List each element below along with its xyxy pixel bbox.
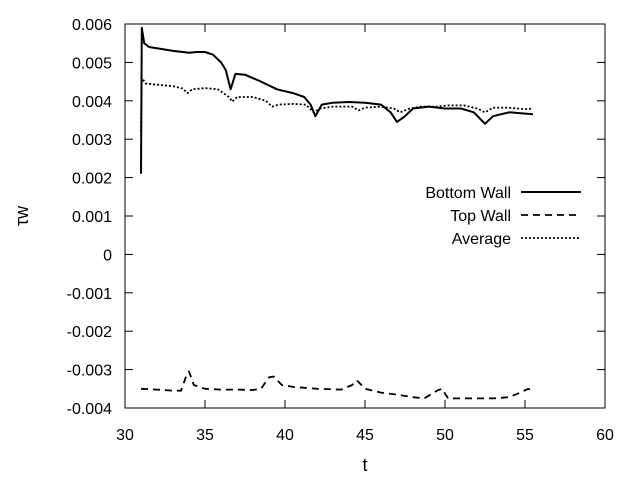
y-tick-label: 0.003 xyxy=(72,132,112,149)
y-tick-label: -0.003 xyxy=(67,363,112,380)
x-axis-title: t xyxy=(362,455,367,475)
x-tick-label: 50 xyxy=(436,427,454,444)
tick-labels: 30 35 40 45 50 55 60 -0.004 -0.003 -0.002 -0.001 0 0… xyxy=(67,17,614,444)
y-tick-label: 0.004 xyxy=(72,94,112,111)
y-tick-label: 0.002 xyxy=(72,171,112,188)
y-tick-label: 0.006 xyxy=(72,17,112,34)
x-tick-label: 35 xyxy=(196,427,214,444)
y-tick-label: -0.004 xyxy=(67,401,112,418)
legend-label: Average xyxy=(452,231,511,248)
y-axis-title: τw xyxy=(12,205,32,226)
ticks xyxy=(124,23,606,409)
y-tick-label: 0.005 xyxy=(72,55,112,72)
series-line-0 xyxy=(140,26,534,174)
y-tick-label: 0 xyxy=(103,247,112,264)
y-tick-label: -0.002 xyxy=(67,324,112,341)
legend-label: Bottom Wall xyxy=(425,185,511,202)
x-tick-label: 45 xyxy=(356,427,374,444)
x-tick-label: 60 xyxy=(596,427,614,444)
x-tick-label: 30 xyxy=(116,427,134,444)
y-tick-label: 0.001 xyxy=(72,209,112,226)
x-tick-label: 40 xyxy=(276,427,294,444)
y-tick-label: -0.001 xyxy=(67,286,112,303)
plot-lines xyxy=(140,26,534,400)
series-line-1 xyxy=(140,370,534,400)
plot-frame xyxy=(124,23,606,409)
legend: Bottom Wall Top Wall Average xyxy=(425,185,581,248)
x-tick-label: 55 xyxy=(516,427,534,444)
legend-label: Top Wall xyxy=(450,208,511,225)
series-line-2 xyxy=(140,76,534,132)
